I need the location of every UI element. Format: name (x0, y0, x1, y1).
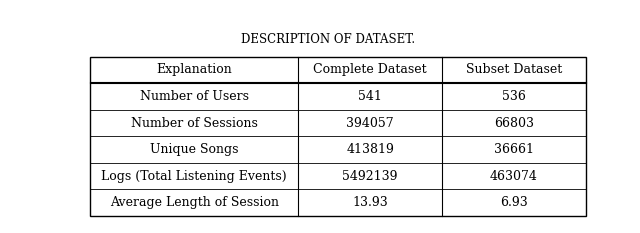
Text: 66803: 66803 (494, 116, 534, 130)
Text: 13.93: 13.93 (352, 196, 388, 209)
Text: Unique Songs: Unique Songs (150, 143, 238, 156)
Text: 5492139: 5492139 (342, 170, 398, 183)
Text: Average Length of Session: Average Length of Session (109, 196, 278, 209)
Text: 463074: 463074 (490, 170, 538, 183)
Text: Complete Dataset: Complete Dataset (314, 63, 427, 76)
Text: Number of Users: Number of Users (140, 90, 248, 103)
Text: 36661: 36661 (494, 143, 534, 156)
Text: Number of Sessions: Number of Sessions (131, 116, 257, 130)
Text: 394057: 394057 (346, 116, 394, 130)
Text: 536: 536 (502, 90, 526, 103)
Text: DESCRIPTION OF DATASET.: DESCRIPTION OF DATASET. (241, 33, 415, 46)
Text: Logs (Total Listening Events): Logs (Total Listening Events) (101, 170, 287, 183)
Text: Explanation: Explanation (156, 63, 232, 76)
Text: 413819: 413819 (346, 143, 394, 156)
Text: 6.93: 6.93 (500, 196, 528, 209)
Text: 541: 541 (358, 90, 382, 103)
Text: Subset Dataset: Subset Dataset (466, 63, 562, 76)
